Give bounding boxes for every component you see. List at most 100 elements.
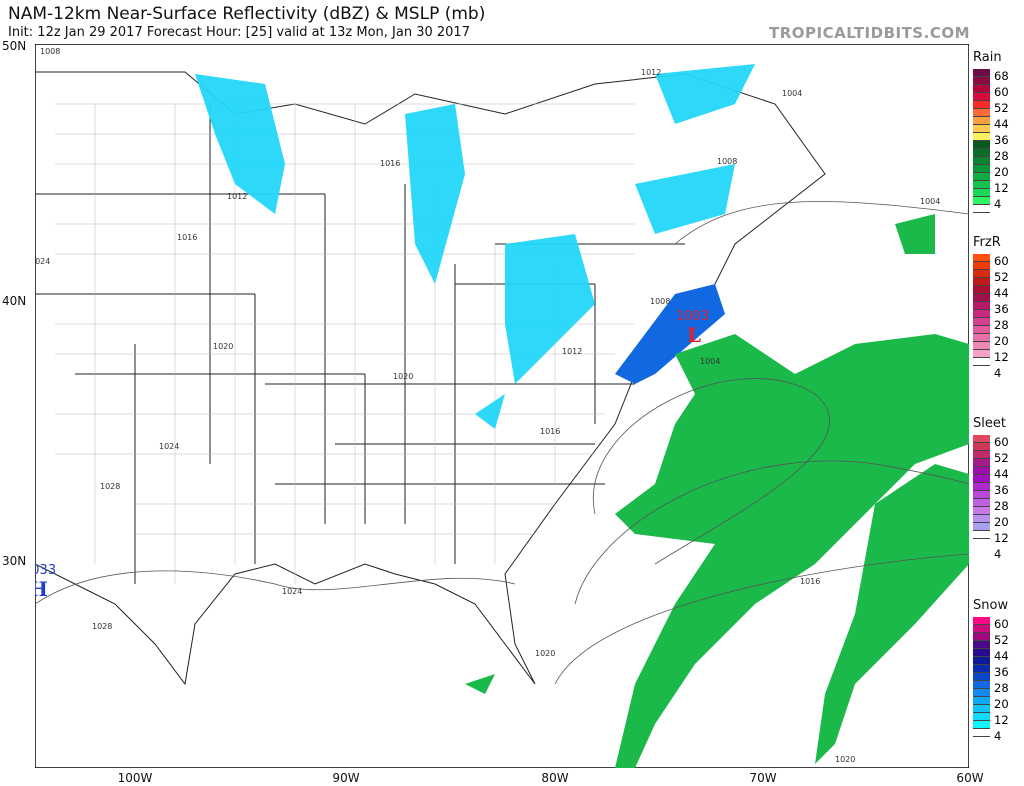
weather-map: 1008 1012 1004 1008 1016 1004 1012 1024 … bbox=[35, 44, 969, 768]
legend-swatch bbox=[973, 705, 990, 713]
legend-swatch bbox=[973, 334, 990, 342]
legend-swatch bbox=[973, 262, 990, 270]
legend-swatch bbox=[973, 435, 990, 443]
legend-tick: 60 bbox=[994, 254, 1009, 268]
legend-tick: 52 bbox=[994, 633, 1009, 647]
legend-swatch bbox=[973, 181, 990, 189]
legend-swatch bbox=[973, 326, 990, 334]
legend-tick: 68 bbox=[994, 69, 1009, 83]
county-grid bbox=[55, 103, 635, 584]
legend-swatch bbox=[973, 117, 990, 125]
legend-tick: 36 bbox=[994, 483, 1009, 497]
legend-swatch bbox=[973, 318, 990, 326]
legend-swatch bbox=[973, 523, 990, 531]
lat-label-30n: 30N bbox=[2, 554, 27, 568]
svg-text:1012: 1012 bbox=[562, 347, 582, 356]
svg-text:1016: 1016 bbox=[380, 159, 400, 168]
legend-tick: 52 bbox=[994, 101, 1009, 115]
legend-swatch bbox=[973, 633, 990, 641]
legend-swatch bbox=[973, 205, 990, 213]
svg-text:1016: 1016 bbox=[177, 233, 197, 242]
legend-tick: 36 bbox=[994, 133, 1009, 147]
legend-swatch bbox=[973, 689, 990, 697]
legend-swatch bbox=[973, 467, 990, 475]
map-subtitle: Init: 12z Jan 29 2017 Forecast Hour: [25… bbox=[8, 25, 470, 40]
legend-swatch bbox=[973, 125, 990, 133]
legend-swatch bbox=[973, 713, 990, 721]
legend-swatch bbox=[973, 657, 990, 665]
legend-tick: 36 bbox=[994, 665, 1009, 679]
precip-snow-heavy bbox=[615, 284, 725, 384]
svg-text:1020: 1020 bbox=[213, 342, 233, 351]
legend-swatch bbox=[973, 681, 990, 689]
legend-tick: 12 bbox=[994, 531, 1009, 545]
legend-swatch bbox=[973, 141, 990, 149]
legend-tick: 20 bbox=[994, 334, 1009, 348]
svg-text:1020: 1020 bbox=[393, 372, 413, 381]
brand-watermark: TROPICALTIDBITS.COM bbox=[769, 24, 970, 42]
legend-tick: 60 bbox=[994, 617, 1009, 631]
legend-swatch bbox=[973, 109, 990, 117]
legend-swatch bbox=[973, 302, 990, 310]
svg-text:1012: 1012 bbox=[641, 68, 661, 77]
legend-swatch bbox=[973, 697, 990, 705]
svg-text:1020: 1020 bbox=[535, 649, 555, 658]
legend-swatch bbox=[973, 451, 990, 459]
svg-text:L: L bbox=[687, 323, 701, 347]
legend-rain: Rain 68 60 52 44 36 28 20 12 4 bbox=[973, 50, 1009, 213]
svg-text:1024: 1024 bbox=[35, 257, 50, 266]
svg-text:1008: 1008 bbox=[650, 297, 670, 306]
legend-swatch bbox=[973, 649, 990, 657]
legend-tick: 4 bbox=[994, 366, 1002, 380]
precip-snow bbox=[195, 64, 755, 429]
legend-tick: 20 bbox=[994, 697, 1009, 711]
legend-freezing-rain: FrzR 60 52 44 36 28 20 12 4 bbox=[973, 235, 1009, 380]
legend-swatch bbox=[973, 101, 990, 109]
legend-tick: 20 bbox=[994, 515, 1009, 529]
legend-swatch bbox=[973, 507, 990, 515]
svg-text:1004: 1004 bbox=[700, 357, 720, 366]
lon-label-70w: 70W bbox=[749, 771, 777, 785]
legend-tick: 4 bbox=[994, 729, 1002, 743]
svg-text:1028: 1028 bbox=[92, 622, 112, 631]
legend-swatch bbox=[973, 173, 990, 181]
svg-text:1020: 1020 bbox=[835, 755, 855, 764]
legend-swatch bbox=[973, 157, 990, 165]
legend-swatch bbox=[973, 189, 990, 197]
svg-text:1008: 1008 bbox=[40, 47, 60, 56]
legend-swatch bbox=[973, 278, 990, 286]
legend-swatch bbox=[973, 254, 990, 262]
legend-swatch bbox=[973, 673, 990, 681]
legend-swatch bbox=[973, 85, 990, 93]
legend-tick: 28 bbox=[994, 681, 1009, 695]
legend-tick: 12 bbox=[994, 350, 1009, 364]
legend-tick: 52 bbox=[994, 451, 1009, 465]
legend-swatch bbox=[973, 133, 990, 141]
legend-swatch bbox=[973, 197, 990, 205]
legend-tick: 44 bbox=[994, 467, 1009, 481]
svg-text:1016: 1016 bbox=[800, 577, 820, 586]
svg-text:1008: 1008 bbox=[717, 157, 737, 166]
svg-text:1033: 1033 bbox=[35, 563, 56, 578]
svg-text:1028: 1028 bbox=[100, 482, 120, 491]
legend-tick: 4 bbox=[994, 197, 1002, 211]
legend-swatch bbox=[973, 729, 990, 737]
precip-rain bbox=[465, 214, 969, 768]
legend-swatch bbox=[973, 515, 990, 523]
lon-label-100w: 100W bbox=[117, 771, 153, 785]
coastline-and-states bbox=[35, 71, 826, 686]
legend-swatch bbox=[973, 149, 990, 157]
legend-swatch bbox=[973, 499, 990, 507]
svg-text:1004: 1004 bbox=[782, 89, 802, 98]
legend-swatch bbox=[973, 93, 990, 101]
legend-swatch bbox=[973, 491, 990, 499]
isobar-labels: 1008 1012 1004 1008 1016 1004 1012 1024 … bbox=[35, 47, 940, 764]
legend-swatch bbox=[973, 294, 990, 302]
svg-text:1016: 1016 bbox=[540, 427, 560, 436]
legend-tick: 52 bbox=[994, 270, 1009, 284]
legend-swatch bbox=[973, 77, 990, 85]
svg-text:1024: 1024 bbox=[159, 442, 179, 451]
lat-label-40n: 40N bbox=[2, 294, 27, 308]
legend-swatch bbox=[973, 358, 990, 366]
legend-swatch bbox=[973, 665, 990, 673]
